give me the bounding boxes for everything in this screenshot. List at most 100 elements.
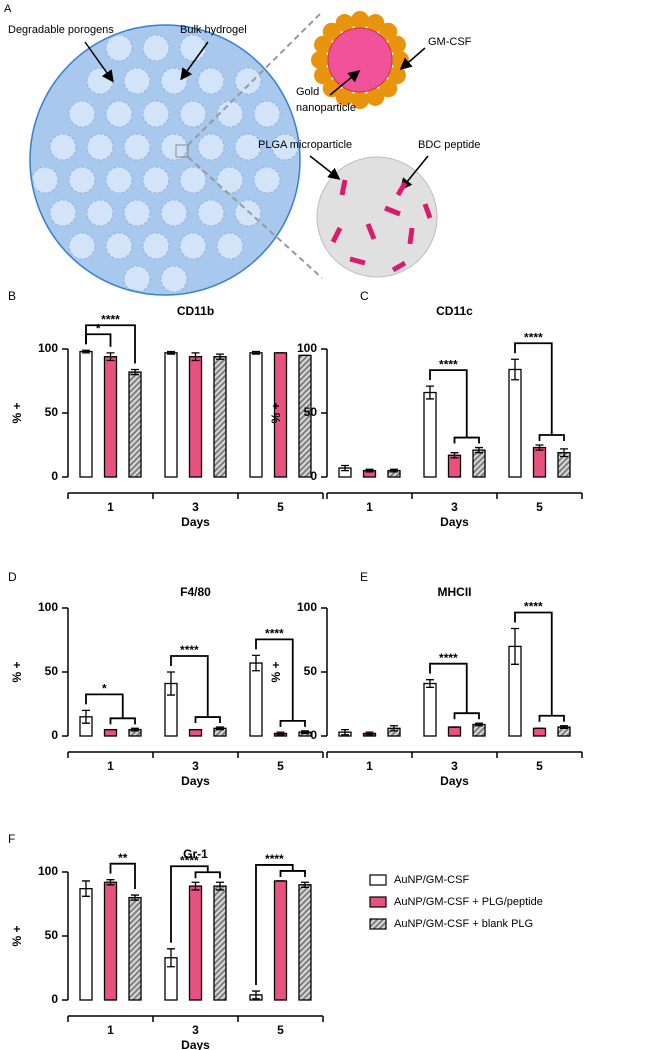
gm-csf-bead: [335, 87, 354, 106]
panel-letter: C: [360, 289, 369, 303]
bar: [447, 726, 462, 737]
porogen: [86, 199, 114, 227]
significance-label: ****: [180, 853, 199, 867]
bar: [273, 880, 288, 1001]
gm-csf-bead: [391, 51, 409, 69]
error-bar: [276, 731, 285, 736]
error-bar: [82, 709, 90, 724]
porogen: [142, 232, 170, 260]
x-tick-label: 1: [366, 500, 373, 514]
gm-csf-bead: [379, 79, 398, 98]
x-axis-label: Days: [181, 515, 210, 529]
y-axis-label: % +: [10, 925, 24, 946]
significance-label: **: [118, 851, 128, 865]
bar: [423, 391, 437, 478]
x-tick-label: 3: [192, 759, 199, 773]
error-bar: [167, 350, 175, 355]
label: Gold: [296, 86, 319, 98]
label: Degradable porogens: [8, 24, 114, 36]
label: Bulk hydrogel: [180, 24, 247, 36]
error-bar: [511, 358, 519, 381]
bar: [213, 356, 227, 478]
bar: [298, 884, 312, 1001]
x-tick-label: 3: [192, 500, 199, 514]
y-tick-label: 0: [310, 728, 317, 742]
x-tick-label: 5: [277, 1023, 284, 1037]
error-bar: [252, 990, 260, 1000]
porogen: [197, 199, 225, 227]
gm-csf-bead: [311, 51, 329, 69]
x-axis-label: Days: [440, 774, 469, 788]
porogen: [142, 100, 170, 128]
gm-csf-bead: [314, 35, 333, 54]
significance-bracket: [109, 862, 136, 890]
porogen: [197, 133, 225, 161]
porogen: [253, 166, 281, 194]
label: PLGA microparticle: [258, 139, 352, 151]
x-tick-label: 3: [451, 759, 458, 773]
porogen: [179, 34, 207, 62]
y-tick-label: 100: [38, 600, 58, 614]
x-tick-label: 1: [107, 1023, 114, 1037]
nanoparticle: [311, 11, 409, 109]
zoom-box: [175, 144, 189, 158]
x-axis-label: Days: [440, 515, 469, 529]
error-bar: [252, 654, 260, 672]
x-tick-label: 1: [107, 500, 114, 514]
chart-title: F4/80: [180, 585, 211, 599]
bar: [532, 727, 547, 737]
bar: [447, 454, 462, 478]
significance-bracket: [85, 333, 112, 347]
x-tick-label: 1: [366, 759, 373, 773]
porogen: [197, 67, 225, 95]
bar: [249, 662, 263, 737]
significance-label: *: [96, 321, 101, 335]
error-bar: [191, 881, 200, 891]
y-tick-label: 50: [45, 928, 59, 942]
chart-title: CD11b: [177, 304, 214, 318]
error-bar: [131, 894, 139, 901]
x-tick-label: 5: [277, 500, 284, 514]
legend-label: AuNP/GM-CSF: [394, 874, 469, 886]
error-bar: [560, 448, 568, 458]
error-bar: [216, 353, 224, 360]
arrow: [329, 70, 361, 96]
porogen: [86, 133, 114, 161]
y-tick-label: 50: [304, 664, 318, 678]
y-axis-label: % +: [269, 661, 283, 682]
porogen: [271, 133, 298, 161]
error-bar: [511, 627, 519, 665]
label: BDC peptide: [418, 139, 480, 151]
y-tick-label: 0: [51, 728, 58, 742]
bar: [188, 885, 203, 1001]
error-bar: [475, 446, 483, 454]
legend-label: AuNP/GM-CSF + blank PLG: [394, 918, 533, 930]
error-bar: [191, 352, 200, 362]
y-tick-label: 50: [45, 405, 59, 419]
bar: [472, 449, 486, 478]
x-tick-label: 5: [536, 500, 543, 514]
error-bar: [167, 671, 175, 696]
error-bar: [390, 468, 398, 473]
gm-csf-bead: [322, 22, 341, 41]
y-tick-label: 100: [297, 341, 317, 355]
y-tick-label: 0: [51, 469, 58, 483]
error-bar: [82, 349, 90, 354]
chart-title: CD11c: [436, 304, 473, 318]
error-bar: [131, 368, 139, 376]
porogen: [68, 166, 96, 194]
porogen: [216, 166, 244, 194]
gm-csf-bead: [387, 66, 406, 85]
gm-csf-bead: [351, 11, 369, 29]
peptides: [330, 179, 433, 273]
chart: E MHCII % + 0 50 100 Days 1 3 5 **** ****: [269, 570, 583, 788]
error-bar: [390, 725, 398, 732]
gm-csf-bead: [366, 87, 385, 106]
porogen: [160, 199, 188, 227]
error-bar: [82, 880, 90, 897]
porogen: [123, 199, 151, 227]
porogen: [32, 166, 59, 194]
label: GM-CSF: [428, 36, 472, 48]
